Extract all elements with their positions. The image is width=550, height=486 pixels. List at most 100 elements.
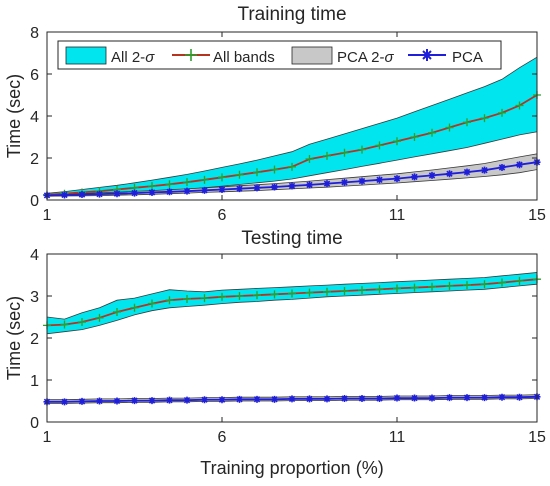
training-point-pca: [201, 186, 208, 194]
testing-point-all-bands: [270, 290, 279, 299]
legend-label-all-bands: All bands: [213, 49, 275, 66]
testing-point-all-bands: [410, 283, 419, 292]
testing-point-pca: [201, 396, 208, 404]
training-point-all-bands: [183, 178, 191, 187]
legend: All 2-σ All bands PCA 2-σ PCA: [57, 40, 502, 70]
training-point-all-bands: [235, 170, 244, 179]
training-point-pca: [393, 175, 401, 183]
testing-xtick-label: 15: [528, 429, 546, 446]
testing-time-data-layer: [43, 272, 541, 406]
testing-point-all-bands: [393, 284, 401, 293]
training-time-ticks: 1 6 11 15 0 2 4 6 8: [30, 25, 546, 224]
testing-point-all-bands: [113, 307, 121, 316]
training-point-pca: [166, 188, 173, 196]
training-point-pca: [358, 177, 366, 185]
training-point-all-bands: [148, 182, 156, 191]
training-point-all-bands: [218, 173, 226, 182]
testing-xtick-label: 11: [389, 429, 406, 446]
testing-point-all-bands: [445, 281, 454, 290]
testing-ytick-label: 2: [30, 331, 39, 348]
training-point-pca: [376, 176, 383, 184]
testing-point-all-bands: [200, 294, 209, 303]
testing-point-pca: [78, 397, 86, 405]
training-ytick-label: 6: [30, 67, 39, 84]
training-point-pca: [253, 184, 261, 192]
testing-xtick-label: 1: [43, 429, 52, 446]
testing-point-pca: [498, 393, 506, 401]
training-point-pca: [61, 191, 68, 199]
legend-swatch-pca: [408, 49, 446, 61]
training-point-pca: [463, 168, 471, 176]
testing-ytick-label: 4: [30, 247, 39, 264]
testing-point-pca: [358, 394, 366, 402]
training-time-data-layer: [43, 56, 541, 199]
training-point-pca: [78, 191, 86, 199]
training-point-all-bands: [410, 133, 419, 141]
training-point-pca: [446, 170, 453, 178]
training-point-all-bands: [340, 148, 349, 157]
training-point-pca: [183, 187, 191, 195]
testing-point-pca: [96, 397, 103, 405]
testing-point-pca: [271, 395, 278, 403]
training-point-pca: [498, 163, 506, 171]
testing-point-all-bands: [463, 281, 471, 290]
testing-point-pca: [428, 394, 436, 402]
testing-point-all-bands: [340, 286, 349, 295]
testing-ytick-label: 0: [30, 415, 39, 432]
testing-point-pca: [236, 395, 243, 403]
testing-time-title: Testing time: [241, 228, 342, 249]
figure-xlabel: Training proportion (%): [200, 458, 383, 478]
training-point-all-bands: [445, 123, 454, 132]
training-point-pca: [516, 161, 523, 169]
training-ytick-label: 8: [30, 25, 39, 42]
testing-point-pca: [516, 393, 523, 401]
testing-point-all-bands: [183, 294, 191, 303]
training-point-pca: [148, 188, 156, 196]
testing-point-all-bands: [253, 291, 261, 300]
training-point-pca: [481, 166, 488, 174]
training-point-all-bands: [393, 137, 401, 146]
testing-point-pca: [61, 398, 68, 406]
testing-point-pca: [288, 395, 296, 403]
testing-ytick-label: 1: [30, 373, 39, 390]
training-point-pca: [236, 185, 243, 193]
testing-point-all-bands: [78, 318, 86, 327]
training-point-pca: [96, 190, 103, 198]
legend-label-pca-2sigma: PCA 2-σ: [337, 49, 395, 66]
testing-point-pca: [323, 395, 331, 403]
training-ytick-label: 2: [30, 151, 39, 168]
training-point-pca: [288, 182, 296, 190]
testing-point-all-bands: [148, 299, 156, 308]
testing-point-pca: [113, 397, 121, 405]
training-point-pca: [271, 183, 278, 191]
training-ytick-label: 4: [30, 109, 39, 126]
training-point-pca: [411, 173, 418, 181]
training-point-all-bands: [480, 114, 489, 123]
training-point-all-bands: [498, 108, 506, 117]
training-point-all-bands: [515, 101, 524, 110]
testing-point-all-bands: [165, 296, 174, 305]
testing-point-all-bands: [323, 287, 331, 296]
training-point-all-bands: [165, 180, 174, 189]
testing-point-pca: [446, 394, 453, 402]
testing-ytick-label: 3: [30, 289, 39, 306]
testing-point-all-bands: [428, 282, 436, 291]
training-xtick-label: 6: [218, 207, 227, 224]
training-point-all-bands: [463, 118, 471, 127]
testing-point-pca: [341, 394, 348, 402]
testing-point-pca: [463, 394, 471, 402]
training-point-all-bands: [323, 151, 331, 160]
testing-point-all-bands: [235, 292, 244, 300]
testing-point-pca: [481, 394, 488, 402]
testing-point-all-bands: [498, 278, 506, 287]
training-point-all-bands: [305, 155, 314, 164]
training-point-pca: [113, 190, 121, 198]
training-point-pca: [131, 189, 138, 197]
testing-point-pca: [166, 396, 173, 404]
training-xtick-label: 1: [43, 207, 52, 224]
training-time-title: Training time: [237, 4, 346, 25]
training-point-all-bands: [253, 168, 261, 177]
